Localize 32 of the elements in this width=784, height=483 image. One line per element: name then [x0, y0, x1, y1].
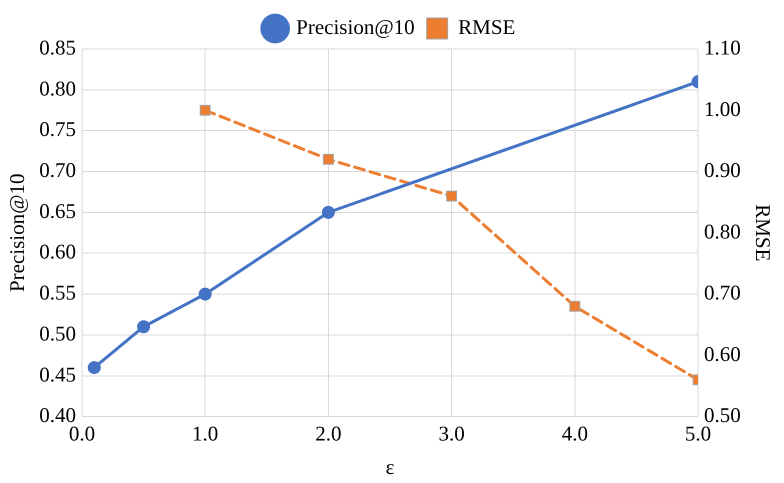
point [198, 288, 212, 301]
point [569, 300, 580, 312]
y-axis-title: Precision@10 [5, 174, 30, 292]
y2-tick-label: 0.70 [704, 280, 741, 305]
y2-tick-label: 1.10 [704, 36, 741, 60]
y-tick-label: 0.70 [39, 158, 76, 182]
y-tick-label: 0.75 [39, 117, 76, 142]
point [137, 320, 150, 334]
x-tick-label: 1.0 [192, 422, 218, 446]
x-tick-label: 4.0 [562, 422, 588, 446]
y-tick-label: 0.50 [39, 321, 76, 346]
y2-tick-label: 1.00 [704, 96, 741, 121]
y-tick-label: 0.65 [39, 198, 76, 223]
legend-label: Precision@10 [296, 15, 415, 40]
legend-label: RMSE [458, 15, 516, 40]
y-tick-label: 0.85 [39, 36, 76, 60]
y-tick-label: 0.55 [39, 280, 76, 305]
point [446, 190, 458, 202]
x-tick-label: 2.0 [315, 422, 342, 446]
y-tick-label: 0.45 [39, 362, 76, 386]
y2-tick-label: 0.90 [704, 158, 741, 182]
y-tick-label: 0.80 [39, 76, 76, 100]
y2-tick-label: 0.80 [704, 219, 741, 244]
x-tick-label: 3.0 [438, 422, 465, 446]
x-axis-title: ε [386, 454, 395, 479]
point [88, 361, 101, 374]
point [322, 154, 334, 165]
y2-tick-label: 0.60 [704, 342, 741, 366]
point [322, 206, 335, 219]
point [200, 104, 211, 116]
y-tick-label: 0.60 [39, 240, 76, 264]
y2-axis-title: RMSE [750, 204, 775, 262]
